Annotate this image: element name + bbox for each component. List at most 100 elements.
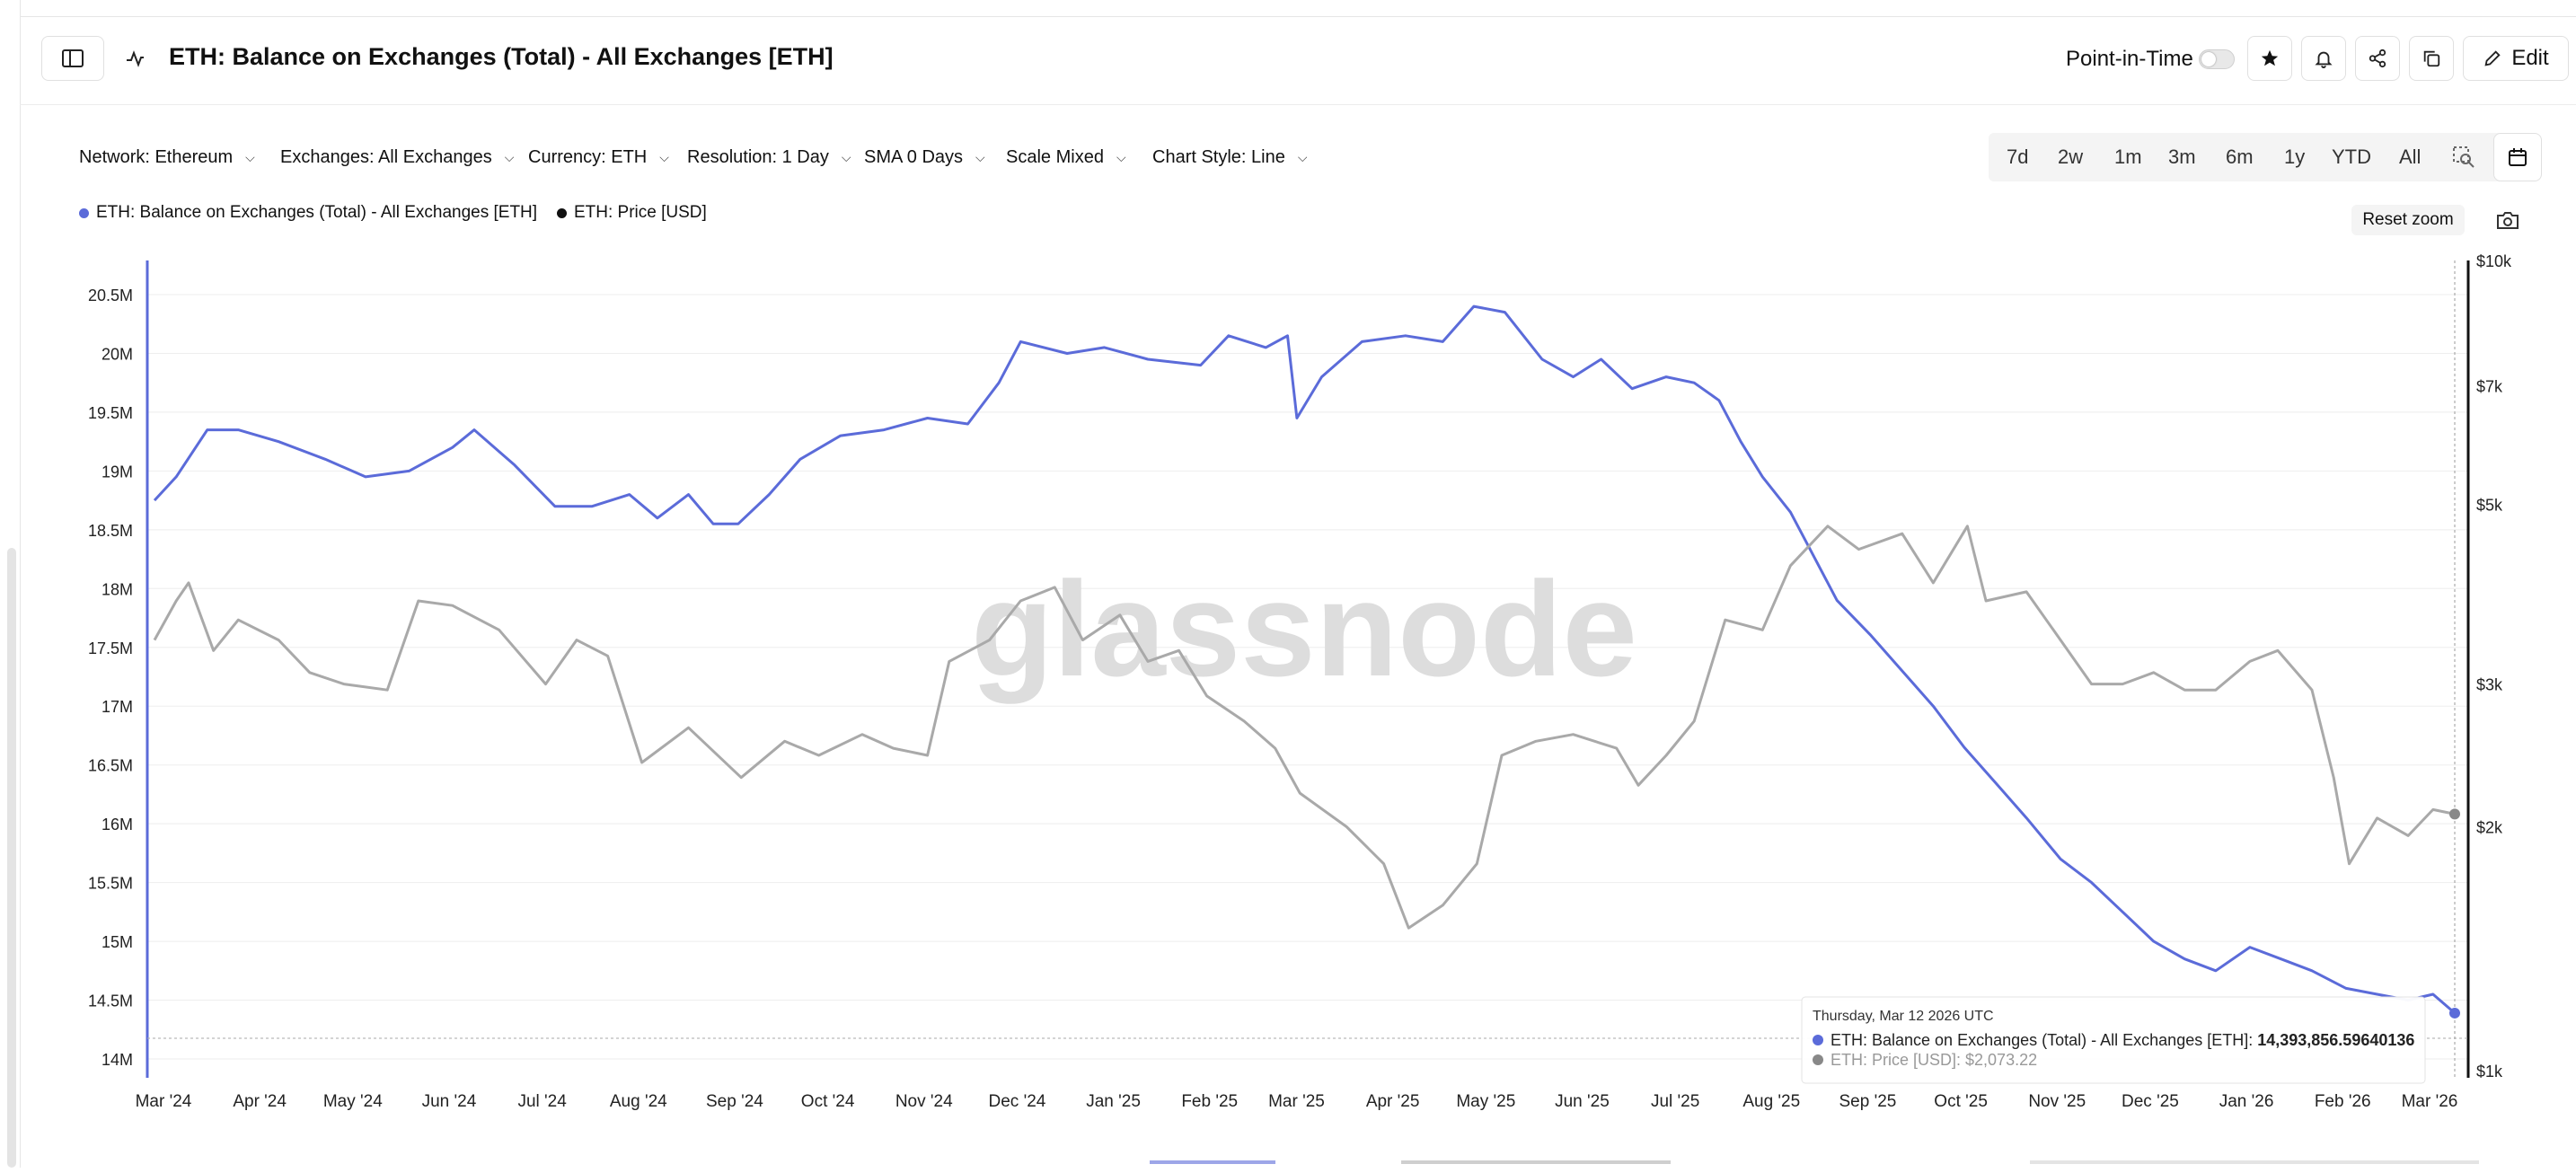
calendar-icon xyxy=(2509,148,2527,166)
legend-item-price[interactable]: ETH: Price [USD] xyxy=(557,203,707,223)
share-icon xyxy=(2369,49,2386,68)
pencil-icon xyxy=(2484,50,2501,66)
network-label: Network: Ethereum xyxy=(79,147,234,167)
chevron-down-icon: ⌵ xyxy=(245,150,255,164)
range-selector xyxy=(1989,133,2510,181)
chevron-down-icon: ⌵ xyxy=(659,150,669,164)
x-tick-label: Jul '24 xyxy=(517,1092,567,1111)
x-tick-label: Jun '25 xyxy=(1555,1092,1610,1111)
camera-icon[interactable] xyxy=(2495,208,2520,232)
tooltip-balance-value: 14,393,856.59640136 xyxy=(2257,1031,2414,1049)
range-1m[interactable]: 1m xyxy=(2114,146,2142,168)
y-tick-label-left: 14M xyxy=(101,1051,133,1069)
x-tick-label: Mar '25 xyxy=(1268,1092,1325,1111)
x-tick-label: Jan '26 xyxy=(2219,1092,2274,1111)
x-tick-label: Oct '24 xyxy=(801,1092,855,1111)
y-tick-label-left: 17.5M xyxy=(88,639,133,657)
legend-dot-price xyxy=(557,207,567,218)
x-tick-label: May '24 xyxy=(323,1092,383,1111)
favorite-button[interactable] xyxy=(2247,36,2292,81)
navigator-strip[interactable] xyxy=(0,1157,2576,1168)
x-tick-label: Nov '25 xyxy=(2028,1092,2086,1111)
y-tick-label-right: $2k xyxy=(2476,818,2503,836)
duplicate-button[interactable] xyxy=(2409,36,2454,81)
x-tick-label: Apr '24 xyxy=(233,1092,287,1111)
range-2w[interactable]: 2w xyxy=(2058,146,2084,168)
hover-point-price xyxy=(2449,808,2460,820)
resolution-dropdown[interactable]: Resolution: 1 Day ⌵ xyxy=(687,147,851,168)
range-all[interactable]: All xyxy=(2399,146,2422,168)
y-tick-label-left: 17M xyxy=(101,698,133,716)
alert-button[interactable] xyxy=(2301,36,2346,81)
scale-dropdown[interactable]: Scale Mixed ⌵ xyxy=(1006,147,1126,168)
reset-zoom-button[interactable]: Reset zoom xyxy=(2351,205,2465,235)
x-tick-label: Jun '24 xyxy=(422,1092,477,1111)
sidebar-toggle-icon xyxy=(62,49,84,67)
series-line-price xyxy=(153,525,2456,930)
range-3m[interactable]: 3m xyxy=(2168,146,2196,168)
y-tick-label-left: 16.5M xyxy=(88,757,133,775)
tooltip-dot-balance xyxy=(1813,1035,1823,1045)
edit-label: Edit xyxy=(2511,46,2549,70)
currency-dropdown[interactable]: Currency: ETH ⌵ xyxy=(528,147,669,168)
x-tick-label: Sep '25 xyxy=(1839,1092,1896,1111)
chevron-down-icon: ⌵ xyxy=(1297,150,1308,164)
y-tick-label-right: $7k xyxy=(2476,378,2503,396)
sma-label: SMA 0 Days xyxy=(864,147,964,167)
legend-item-balance[interactable]: ETH: Balance on Exchanges (Total) - All … xyxy=(79,203,537,223)
chart-style-label: Chart Style: Line xyxy=(1152,147,1285,167)
hover-point-balance xyxy=(2449,1007,2460,1019)
edit-button[interactable]: Edit xyxy=(2463,36,2569,81)
range-ytd[interactable]: YTD xyxy=(2332,146,2371,168)
y-tick-label-left: 20.5M xyxy=(88,287,133,304)
x-tick-label: Jul '25 xyxy=(1651,1092,1699,1111)
header-divider xyxy=(20,104,2576,105)
chart-canvas[interactable]: 20.5M 20M 19.5M 19M 18.5M 18M 17.5M 17M 16.5M 16M… xyxy=(0,243,2576,1150)
network-dropdown[interactable]: Network: Ethereum ⌵ xyxy=(79,147,255,168)
legend-dot-balance xyxy=(79,207,89,218)
tooltip-balance: ETH: Balance on Exchanges (Total) - All … xyxy=(1831,1031,2414,1049)
calendar-button[interactable] xyxy=(2493,133,2542,181)
chart-style-dropdown[interactable]: Chart Style: Line ⌵ xyxy=(1152,147,1307,168)
tooltip-box xyxy=(1801,996,2426,1084)
exchanges-dropdown[interactable]: Exchanges: All Exchanges ⌵ xyxy=(280,147,514,168)
tooltip-dot-price xyxy=(1813,1054,1823,1065)
y-tick-label-left: 14.5M xyxy=(88,992,133,1010)
scale-label: Scale Mixed xyxy=(1006,147,1104,167)
x-tick-label: Dec '25 xyxy=(2122,1092,2179,1111)
share-button[interactable] xyxy=(2355,36,2400,81)
sma-dropdown[interactable]: SMA 0 Days ⌵ xyxy=(864,147,985,168)
range-7d[interactable]: 7d xyxy=(2007,146,2029,168)
zoom-select-icon[interactable] xyxy=(2452,146,2475,169)
y-tick-label-left: 19.5M xyxy=(88,404,133,422)
range-6m[interactable]: 6m xyxy=(2226,146,2254,168)
sidebar-toggle-button[interactable] xyxy=(41,36,104,81)
x-tick-label: Feb '26 xyxy=(2315,1092,2371,1111)
y-tick-label-left: 20M xyxy=(101,345,133,363)
chevron-down-icon: ⌵ xyxy=(841,150,851,164)
y-tick-label-right: $1k xyxy=(2476,1063,2503,1080)
y-tick-label-left: 18.5M xyxy=(88,522,133,540)
chevron-down-icon: ⌵ xyxy=(975,150,985,164)
y-tick-label-right: $3k xyxy=(2476,676,2503,694)
x-tick-label: Feb '25 xyxy=(1181,1092,1238,1111)
x-tick-label: Mar '26 xyxy=(2402,1092,2458,1111)
bell-icon xyxy=(2315,51,2333,68)
point-in-time-toggle[interactable] xyxy=(2199,49,2235,69)
copy-icon xyxy=(2423,50,2440,67)
left-scrollbar[interactable] xyxy=(7,548,16,1168)
y-tick-label-left: 19M xyxy=(101,463,133,481)
x-tick-label: Dec '24 xyxy=(989,1092,1046,1111)
range-1y[interactable]: 1y xyxy=(2284,146,2306,168)
y-tick-label-left: 18M xyxy=(101,580,133,598)
point-in-time-label: Point-in-Time xyxy=(2066,47,2193,71)
x-tick-label: May '25 xyxy=(1456,1092,1515,1111)
x-tick-label: Apr '25 xyxy=(1366,1092,1420,1111)
resolution-label: Resolution: 1 Day xyxy=(687,147,829,167)
tooltip-balance-label: ETH: Balance on Exchanges (Total) - All … xyxy=(1831,1031,2257,1049)
chart-line-icon xyxy=(127,50,144,67)
top-border xyxy=(0,0,2576,17)
chevron-down-icon: ⌵ xyxy=(1116,150,1126,164)
y-tick-label-left: 15M xyxy=(101,933,133,951)
legend-label-price: ETH: Price [USD] xyxy=(574,203,707,222)
